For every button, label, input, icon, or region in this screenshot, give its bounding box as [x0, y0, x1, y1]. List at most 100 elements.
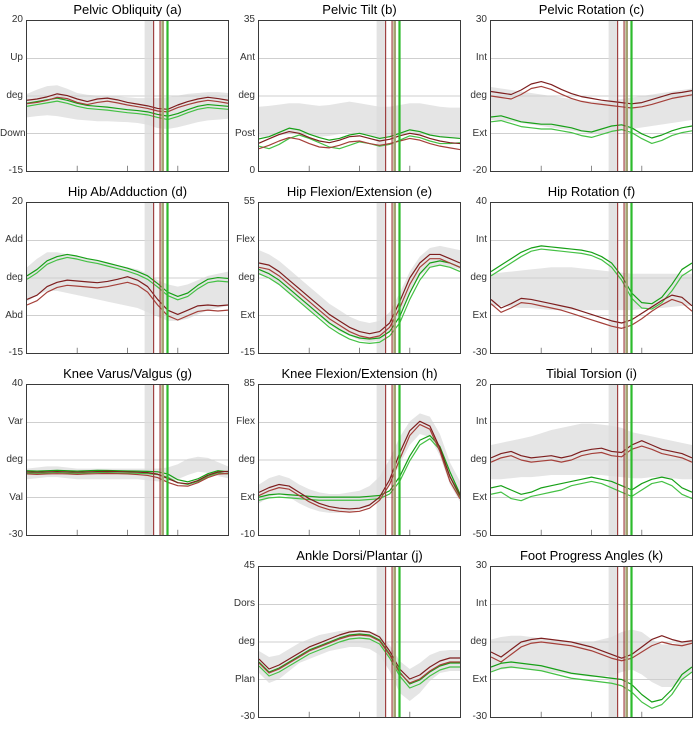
y-max-label: 20: [475, 378, 487, 389]
y-max-label: 45: [243, 560, 255, 571]
stance-phase-band: [144, 21, 155, 171]
y-tick-label: Int: [475, 52, 487, 63]
trace-green2: [259, 135, 460, 149]
y-max-label: 40: [475, 196, 487, 207]
trace-green1: [491, 246, 692, 304]
stance-phase-band: [144, 385, 155, 535]
chart-title: Foot Progress Angles (k): [519, 548, 664, 563]
trace-green1: [27, 254, 228, 296]
y-tick-label: Ext: [472, 128, 487, 139]
y-min-label: -30: [472, 711, 487, 722]
trace-red2: [491, 642, 692, 662]
trace-red1: [259, 254, 460, 333]
trace-red2: [27, 97, 228, 112]
trace-green1: [27, 98, 228, 116]
trace-red2: [27, 474, 228, 487]
trace-green2: [491, 249, 692, 309]
normal-range-band: [259, 245, 460, 343]
chart-title: Hip Flexion/Extension (e): [286, 184, 433, 199]
y-tick-label: Ext: [472, 674, 487, 685]
plot-area: [490, 20, 693, 172]
y-tick-label: Plan: [234, 674, 255, 685]
y-tick-label: deg: [238, 454, 255, 465]
trace-red2: [491, 86, 692, 108]
trace-green2: [27, 257, 228, 299]
y-tick-label: deg: [6, 272, 23, 283]
normal-range-band: [27, 252, 228, 321]
y-tick-label: Flex: [236, 416, 255, 427]
y-max-label: 30: [475, 560, 487, 571]
y-tick-label: deg: [6, 90, 23, 101]
y-max-label: 85: [243, 378, 255, 389]
plot-svg: [491, 203, 692, 353]
trace-green1: [27, 470, 228, 482]
plot-svg: [27, 385, 228, 535]
trace-green1: [259, 128, 460, 140]
chart-panel-f: Hip Rotation (f) 40 -30 Int deg Ext: [464, 182, 696, 364]
plot-svg: [491, 567, 692, 717]
stance-phase-band: [608, 385, 619, 535]
trace-green2: [259, 265, 460, 343]
y-tick-label: Down: [0, 128, 26, 139]
trace-green1: [491, 116, 692, 138]
trace-green2: [27, 472, 228, 484]
y-tick-label: deg: [238, 636, 255, 647]
trace-red1: [491, 441, 692, 458]
trace-red2: [259, 138, 460, 150]
stance-phase-band: [608, 567, 619, 717]
y-tick-label: deg: [470, 90, 487, 101]
normal-range-band: [27, 85, 228, 129]
trace-red1: [259, 631, 460, 679]
plot-area: [258, 20, 461, 172]
y-min-label: -50: [472, 529, 487, 540]
plot-area: [258, 384, 461, 536]
y-tick-label: Ext: [472, 492, 487, 503]
trace-red2: [259, 424, 460, 512]
y-tick-label: Up: [10, 52, 23, 63]
plot-svg: [491, 385, 692, 535]
y-tick-label: deg: [470, 636, 487, 647]
plot-svg: [27, 21, 228, 171]
y-tick-label: Flex: [236, 234, 255, 245]
y-min-label: -30: [8, 529, 23, 540]
trace-red1: [491, 82, 692, 104]
y-tick-label: deg: [238, 90, 255, 101]
plot-svg: [259, 203, 460, 353]
y-max-label: 55: [243, 196, 255, 207]
y-max-label: 40: [11, 378, 23, 389]
stance-phase-band: [376, 21, 387, 171]
plot-svg: [259, 567, 460, 717]
y-min-label: -10: [240, 529, 255, 540]
y-tick-label: Val: [9, 492, 23, 503]
y-tick-label: Int: [475, 598, 487, 609]
y-min-label: -15: [8, 165, 23, 176]
stance-phase-band: [144, 203, 155, 353]
stance-phase-band: [608, 203, 619, 353]
trace-red2: [259, 259, 460, 338]
normal-range-band: [259, 101, 460, 139]
trace-green1: [491, 477, 692, 494]
trace-red2: [491, 299, 692, 328]
stance-phase-band: [376, 203, 387, 353]
chart-title: Hip Ab/Adduction (d): [67, 184, 188, 199]
normal-range-band: [491, 87, 692, 134]
trace-green1: [259, 634, 460, 684]
chart-panel-i: Tibial Torsion (i) 20 -50 Int deg Ext: [464, 364, 696, 546]
y-tick-label: Add: [5, 234, 23, 245]
stance-phase-band: [608, 21, 619, 171]
chart-panel-b: Pelvic Tilt (b) 35 0 Ant deg Post: [232, 0, 464, 182]
trace-red2: [27, 282, 228, 320]
y-tick-label: deg: [470, 272, 487, 283]
y-min-label: -15: [8, 347, 23, 358]
trace-red1: [27, 277, 228, 315]
stance-phase-band: [376, 385, 387, 535]
chart-title: Ankle Dorsi/Plantar (j): [296, 548, 423, 563]
normal-range-band: [491, 267, 692, 311]
trace-red2: [491, 446, 692, 462]
y-tick-label: Dors: [233, 598, 255, 609]
plot-svg: [27, 203, 228, 353]
normal-range-band: [491, 629, 692, 687]
trace-green1: [259, 261, 460, 339]
y-min-label: -30: [240, 711, 255, 722]
